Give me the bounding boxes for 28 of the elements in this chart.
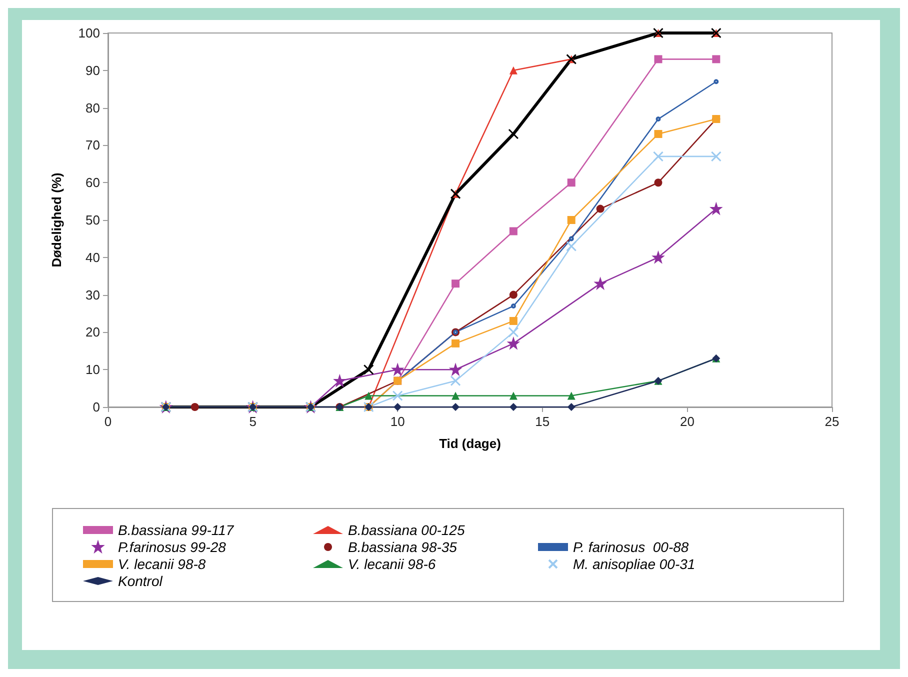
x-tick-label: 20 — [680, 414, 694, 429]
legend-label: B.bassiana 99-117 — [118, 522, 235, 538]
legend-label: Kontrol — [118, 573, 164, 589]
x-tick-label: 5 — [249, 414, 256, 429]
y-tick-label: 60 — [86, 175, 100, 190]
legend-label: P.farinosus 99-28 — [118, 539, 226, 555]
y-tick-label: 10 — [86, 362, 100, 378]
legend-label: V. lecanii 98-6 — [348, 556, 436, 572]
legend-label: B.bassiana 98-35 — [348, 539, 458, 555]
y-tick-label: 30 — [86, 287, 100, 302]
y-tick-label: 20 — [86, 324, 100, 340]
y-tick-label: 70 — [86, 138, 100, 153]
legend-label: V. lecanii 98-8 — [118, 556, 206, 572]
x-tick-label: 0 — [104, 414, 112, 429]
x-tick-label: 25 — [824, 414, 840, 429]
legend-label: B.bassiana 00-125 — [348, 522, 465, 538]
y-tick-label: 80 — [86, 100, 100, 116]
legend-label: P. farinosus 00-88 — [573, 539, 689, 555]
x-axis-title: Tid (dage) — [439, 436, 501, 451]
y-tick-label: 0 — [92, 400, 100, 414]
y-tick-label: 50 — [86, 212, 100, 228]
x-tick-label: 10 — [390, 414, 405, 429]
y-tick-label: 90 — [86, 62, 100, 78]
y-tick-label: 40 — [86, 250, 100, 265]
y-tick-label: 100 — [78, 26, 100, 40]
y-axis-title: Dødelighed (%) — [49, 172, 64, 268]
legend-label: M. anisopliae 00-31 — [573, 556, 696, 572]
x-tick-label: 15 — [535, 414, 550, 429]
